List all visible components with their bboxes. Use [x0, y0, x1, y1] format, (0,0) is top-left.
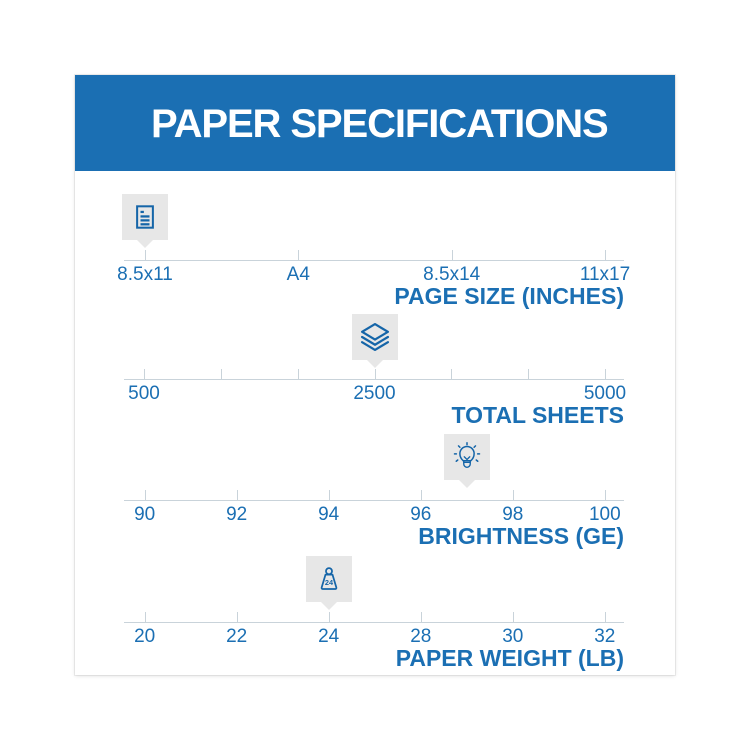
- svg-text:24: 24: [325, 578, 334, 587]
